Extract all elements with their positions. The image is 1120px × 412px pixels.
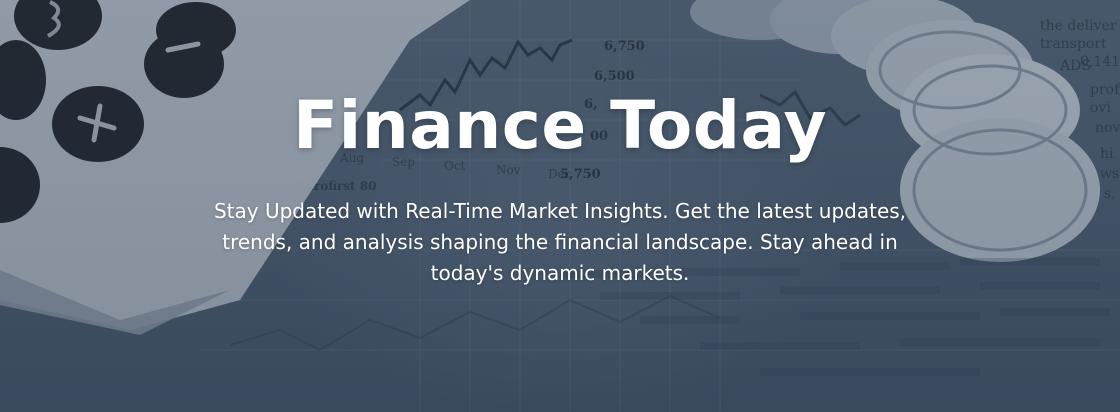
month-label: Nov bbox=[496, 163, 521, 177]
svg-text:nov: nov bbox=[1095, 120, 1120, 136]
svg-text:profi: profi bbox=[1090, 82, 1120, 98]
svg-text:hi: hi bbox=[1100, 146, 1114, 162]
svg-text:s,: s, bbox=[1104, 186, 1116, 202]
svg-text:ovi: ovi bbox=[1090, 100, 1111, 116]
hero-content: Finance Today Stay Updated with Real-Tim… bbox=[0, 86, 1120, 289]
calculator-key bbox=[0, 147, 40, 223]
calculator-body bbox=[0, 0, 470, 330]
page-title: Finance Today bbox=[293, 87, 827, 164]
svg-text:transport: transport bbox=[1040, 36, 1107, 52]
price-label: 6,500 bbox=[594, 69, 635, 84]
svg-text:ws: ws bbox=[1100, 166, 1119, 182]
stock-line bbox=[399, 38, 573, 112]
svg-text:ADS: ADS bbox=[1059, 58, 1091, 74]
svg-text:0,141: 0,141 bbox=[1080, 54, 1120, 70]
price-label: 00 bbox=[590, 129, 608, 144]
calculator-key bbox=[0, 40, 46, 120]
month-label: Sep bbox=[392, 155, 415, 169]
month-label: Dec bbox=[548, 167, 572, 181]
month-label: Oct bbox=[444, 159, 466, 173]
month-label: Aug bbox=[339, 151, 364, 165]
price-label: 6, bbox=[584, 97, 598, 112]
price-label: 5,750 bbox=[560, 167, 601, 182]
coins-stack bbox=[690, 0, 1100, 262]
price-label: 6,750 bbox=[604, 39, 645, 54]
calculator-key bbox=[144, 30, 224, 98]
svg-text:the deliver: the deliver bbox=[1040, 18, 1117, 34]
hero-description: Stay Updated with Real-Time Market Insig… bbox=[213, 199, 907, 285]
